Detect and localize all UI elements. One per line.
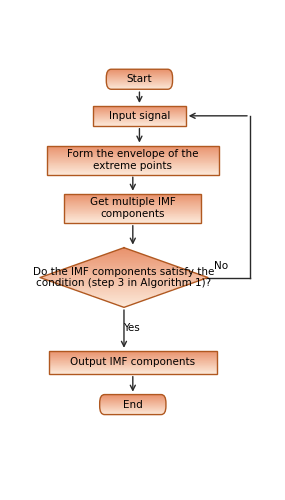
Bar xyxy=(49,350,217,374)
Bar xyxy=(101,298,147,299)
Bar xyxy=(84,261,164,262)
Text: Yes: Yes xyxy=(123,322,140,332)
Bar xyxy=(86,260,162,261)
Bar xyxy=(44,275,204,276)
Bar xyxy=(93,258,155,259)
Bar xyxy=(80,262,168,264)
Bar xyxy=(101,255,147,256)
Bar xyxy=(50,280,198,281)
Bar xyxy=(46,279,201,280)
Bar xyxy=(74,265,174,266)
Bar xyxy=(74,288,174,290)
Bar xyxy=(63,285,185,286)
Text: Get multiple IMF
components: Get multiple IMF components xyxy=(90,198,176,219)
Bar xyxy=(80,291,168,292)
Bar xyxy=(47,146,219,174)
Text: Output IMF components: Output IMF components xyxy=(70,357,196,367)
Bar xyxy=(84,292,164,293)
Bar xyxy=(50,273,198,274)
Bar xyxy=(118,249,130,250)
Bar xyxy=(67,286,181,287)
Bar xyxy=(103,299,145,300)
Text: Input signal: Input signal xyxy=(109,111,170,121)
Bar xyxy=(57,271,191,272)
Text: No: No xyxy=(214,261,228,271)
Bar xyxy=(53,281,195,282)
Bar xyxy=(93,106,186,126)
Bar xyxy=(63,268,185,270)
Bar xyxy=(97,256,151,258)
Text: End: End xyxy=(123,400,143,409)
Bar xyxy=(57,282,191,284)
Bar xyxy=(103,254,145,255)
Bar xyxy=(53,272,195,273)
Bar xyxy=(67,267,181,268)
Bar xyxy=(120,248,128,249)
Bar xyxy=(95,296,153,297)
Bar xyxy=(44,278,204,279)
Bar xyxy=(120,305,128,306)
Bar xyxy=(78,290,170,291)
Bar xyxy=(90,294,158,296)
Bar xyxy=(40,276,208,278)
Bar xyxy=(113,303,135,304)
Bar xyxy=(70,266,178,267)
Bar xyxy=(90,259,158,260)
Bar xyxy=(76,264,172,265)
Bar xyxy=(70,287,178,288)
Bar xyxy=(118,304,130,305)
Bar xyxy=(97,297,151,298)
Text: Start: Start xyxy=(127,74,152,84)
Bar xyxy=(107,300,141,302)
Bar xyxy=(109,252,139,253)
Bar xyxy=(111,302,137,303)
Bar xyxy=(42,276,206,277)
Text: Form the envelope of the
extreme points: Form the envelope of the extreme points xyxy=(67,150,199,171)
Bar xyxy=(107,253,141,254)
Bar xyxy=(59,270,189,271)
Bar xyxy=(113,250,135,252)
Bar xyxy=(61,284,187,285)
Bar xyxy=(64,194,201,222)
Bar xyxy=(46,274,201,276)
Bar xyxy=(86,293,162,294)
Text: Do the IMF components satisfy the
condition (step 3 in Algorithm 1)?: Do the IMF components satisfy the condit… xyxy=(33,266,215,288)
